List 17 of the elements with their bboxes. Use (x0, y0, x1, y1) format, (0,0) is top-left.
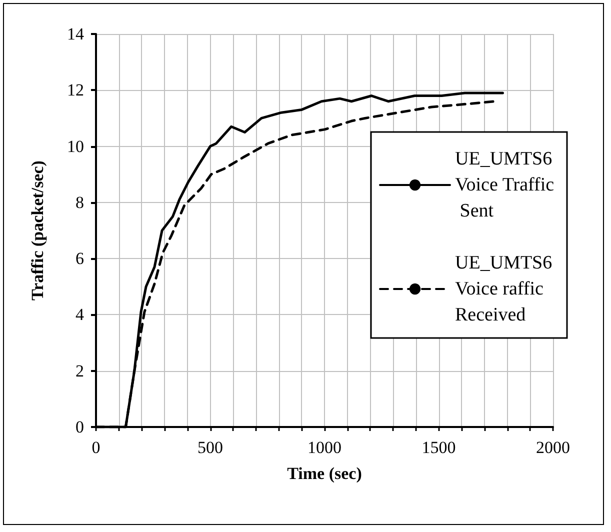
legend-label: UE_UMTS6 Voice raffic Received (455, 252, 557, 326)
x-tick-label: 0 (92, 438, 100, 457)
y-tick-label: 14 (67, 24, 84, 44)
y-tick-label: 6 (76, 249, 84, 268)
y-tick-label: 4 (76, 305, 84, 324)
y-tick-label: 2 (76, 361, 84, 380)
x-tick-label: 1500 (422, 438, 456, 457)
x-tick-label: 2000 (536, 438, 570, 457)
y-axis-title: Traffic (packet/sec) (28, 160, 47, 300)
y-tick-label: 12 (67, 80, 84, 100)
legend-label: UE_UMTS6 Voice Traffic Sent (455, 148, 557, 222)
y-tick-label: 8 (76, 192, 84, 212)
x-tick-label: 1000 (308, 438, 342, 457)
y-tick-label: 10 (67, 136, 84, 156)
x-axis-title: Time (sec) (287, 464, 362, 483)
y-tick-label: 0 (76, 418, 84, 436)
x-tick-label: 500 (198, 438, 223, 457)
